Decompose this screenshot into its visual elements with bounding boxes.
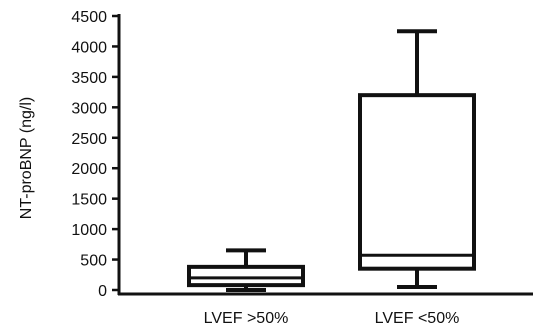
y-tick-label: 2500 (71, 131, 107, 148)
y-tick-label: 3000 (71, 100, 107, 117)
y-tick-label: 4000 (71, 39, 107, 56)
category-label: LVEF >50% (204, 310, 289, 327)
category-label: LVEF <50% (375, 310, 460, 327)
y-tick-label: 1500 (71, 192, 107, 209)
y-axis-title: NT-proBNP (ng/l) (18, 97, 35, 219)
box-2 (358, 29, 476, 289)
x-axis-labels: LVEF >50% LVEF <50% (204, 310, 460, 327)
iqr-box (358, 93, 476, 271)
y-tick-label: 3500 (71, 70, 107, 87)
y-axis-ticks: 0 500 1000 1500 2000 2500 3000 3500 4000 4500 (71, 9, 119, 300)
iqr-box (187, 264, 305, 288)
y-tick-label: 0 (98, 283, 107, 300)
box-1 (187, 248, 305, 292)
y-tick-label: 1000 (71, 222, 107, 239)
y-tick-label: 2000 (71, 161, 107, 178)
boxes (187, 29, 476, 292)
y-tick-label: 500 (80, 253, 107, 270)
y-tick-label: 4500 (71, 9, 107, 26)
